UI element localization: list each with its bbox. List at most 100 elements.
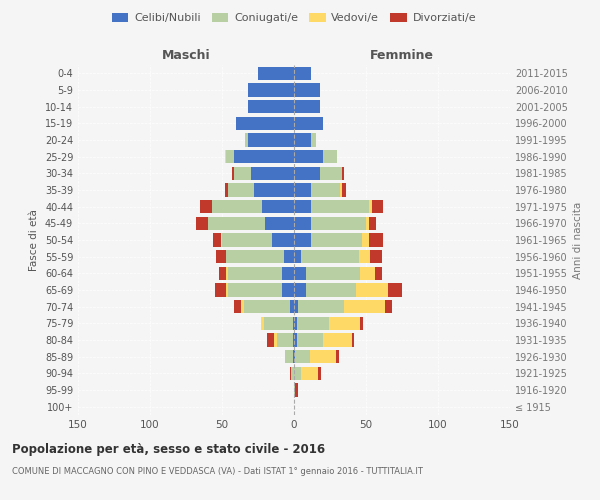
Bar [372, 200, 383, 213]
Bar [298, 300, 344, 314]
Bar [233, 166, 251, 180]
Bar [294, 266, 305, 280]
Bar [221, 234, 222, 246]
Bar [200, 200, 212, 213]
Bar [340, 184, 341, 196]
Bar [233, 150, 294, 164]
Bar [311, 200, 369, 213]
Bar [294, 250, 301, 264]
Bar [370, 250, 382, 264]
Bar [294, 184, 311, 196]
Y-axis label: Anni di nascita: Anni di nascita [573, 202, 583, 278]
Bar [294, 300, 298, 314]
Bar [294, 200, 311, 213]
Bar [226, 250, 284, 264]
Bar [293, 350, 294, 364]
Text: COMUNE DI MACCAGNO CON PINO E VEDDASCA (VA) - Dati ISTAT 1° gennaio 2016 - TUTTI: COMUNE DI MACCAGNO CON PINO E VEDDASCA (… [12, 468, 423, 476]
Bar [241, 300, 244, 314]
Bar [305, 266, 360, 280]
Bar [226, 284, 228, 296]
Bar [360, 266, 374, 280]
Bar [360, 316, 363, 330]
Bar [374, 266, 382, 280]
Bar [233, 300, 241, 314]
Bar [310, 350, 336, 364]
Bar [369, 200, 372, 213]
Bar [261, 316, 264, 330]
Legend: Celibi/Nubili, Coniugati/e, Vedovi/e, Divorziati/e: Celibi/Nubili, Coniugati/e, Vedovi/e, Di… [107, 8, 481, 28]
Bar [294, 284, 305, 296]
Bar [214, 234, 221, 246]
Bar [228, 284, 283, 296]
Bar [294, 100, 320, 114]
Bar [245, 134, 248, 146]
Bar [362, 234, 369, 246]
Bar [225, 150, 226, 164]
Bar [294, 66, 311, 80]
Bar [262, 200, 294, 213]
Bar [388, 284, 402, 296]
Bar [294, 216, 311, 230]
Bar [294, 334, 297, 346]
Bar [294, 116, 323, 130]
Bar [344, 300, 385, 314]
Bar [305, 284, 356, 296]
Bar [341, 184, 346, 196]
Bar [258, 66, 294, 80]
Text: Popolazione per età, sesso e stato civile - 2016: Popolazione per età, sesso e stato civil… [12, 442, 325, 456]
Bar [329, 316, 360, 330]
Bar [323, 334, 352, 346]
Bar [226, 150, 233, 164]
Bar [294, 316, 297, 330]
Bar [248, 84, 294, 96]
Bar [352, 334, 355, 346]
Bar [311, 134, 316, 146]
Bar [248, 100, 294, 114]
Bar [274, 334, 277, 346]
Bar [265, 216, 294, 230]
Bar [290, 300, 294, 314]
Bar [294, 134, 311, 146]
Bar [294, 84, 320, 96]
Bar [293, 316, 294, 330]
Bar [294, 384, 295, 396]
Bar [359, 250, 370, 264]
Bar [286, 350, 293, 364]
Bar [294, 366, 301, 380]
Bar [311, 234, 362, 246]
Bar [283, 266, 294, 280]
Y-axis label: Fasce di età: Fasce di età [29, 209, 39, 271]
Bar [236, 116, 294, 130]
Bar [311, 184, 340, 196]
Bar [283, 284, 294, 296]
Bar [196, 216, 208, 230]
Bar [295, 350, 310, 364]
Bar [319, 366, 322, 380]
Bar [341, 166, 344, 180]
Bar [385, 300, 392, 314]
Bar [295, 384, 298, 396]
Text: Femmine: Femmine [370, 48, 434, 62]
Bar [228, 184, 254, 196]
Bar [266, 334, 274, 346]
Bar [222, 234, 272, 246]
Bar [277, 334, 293, 346]
Bar [244, 300, 290, 314]
Bar [294, 150, 323, 164]
Bar [293, 334, 294, 346]
Bar [294, 166, 320, 180]
Bar [320, 166, 341, 180]
Bar [291, 366, 294, 380]
Bar [216, 250, 226, 264]
Bar [272, 234, 294, 246]
Text: Maschi: Maschi [161, 48, 211, 62]
Bar [208, 216, 265, 230]
Bar [366, 216, 369, 230]
Bar [294, 350, 295, 364]
Bar [290, 366, 291, 380]
Bar [294, 234, 311, 246]
Bar [301, 250, 359, 264]
Bar [369, 216, 376, 230]
Bar [254, 184, 294, 196]
Bar [226, 266, 228, 280]
